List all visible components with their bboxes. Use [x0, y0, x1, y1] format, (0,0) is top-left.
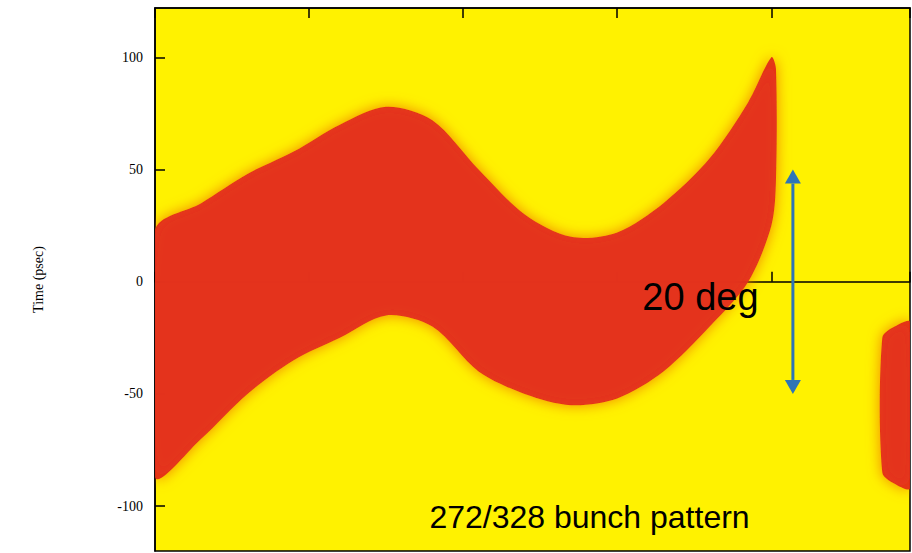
- svg-text:-100: -100: [117, 499, 143, 514]
- svg-text:272/328 bunch pattern: 272/328 bunch pattern: [429, 499, 749, 535]
- svg-text:100: 100: [122, 50, 143, 65]
- svg-text:50: 50: [129, 162, 143, 177]
- svg-text:0: 0: [136, 274, 143, 289]
- svg-text:20 deg: 20 deg: [642, 276, 758, 318]
- svg-text:Time (psec): Time (psec): [31, 246, 47, 313]
- svg-text:-50: -50: [124, 386, 143, 401]
